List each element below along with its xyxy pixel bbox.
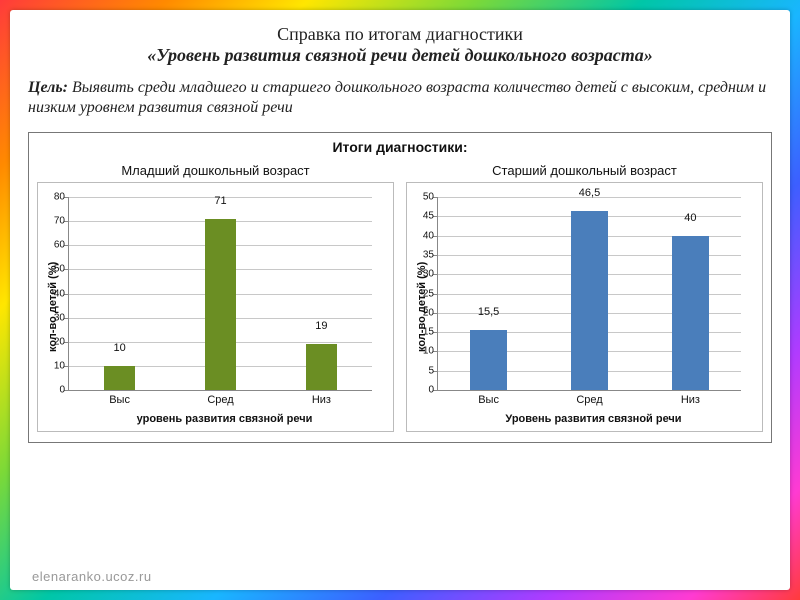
chart-older-ytick-label: 35 <box>412 249 434 260</box>
chart-younger: Младший дошкольный возраст кол-во детей … <box>37 163 394 432</box>
chart-younger-category-label-2: Низ <box>312 394 331 406</box>
chart-older-ytick-label: 45 <box>412 211 434 222</box>
chart-younger-frame: кол-во детей (%) 0102030405060708010Выс7… <box>37 182 394 432</box>
chart-older-plot: 0510152025303540455015,5Выс46,5Сред40Низ <box>437 197 741 391</box>
chart-younger-category-label-0: Выс <box>109 394 130 406</box>
chart-younger-ytick-label: 40 <box>43 288 65 299</box>
chart-older-bar-1 <box>571 211 607 390</box>
chart-older-bar-label-2: 40 <box>684 212 696 224</box>
chart-younger-bar-1 <box>205 219 235 390</box>
chart-younger-ytick-label: 10 <box>43 360 65 371</box>
chart-older-ytick-label: 0 <box>412 385 434 396</box>
chart-older-ytick-label: 50 <box>412 192 434 203</box>
chart-older-ytick-label: 15 <box>412 327 434 338</box>
chart-older-ytick-label: 25 <box>412 288 434 299</box>
goal-text: Выявить среди младшего и старшего дошкол… <box>28 79 766 116</box>
chart-older-title: Старший дошкольный возраст <box>406 163 763 178</box>
chart-younger-bar-label-0: 10 <box>113 342 125 354</box>
goal-label: Цель: <box>28 79 68 96</box>
title-line-1: Справка по итогам диагностики <box>28 24 772 45</box>
chart-older-bar-label-0: 15,5 <box>478 306 499 318</box>
watermark: elenaranko.ucoz.ru <box>32 569 152 584</box>
chart-older-bar-0 <box>470 330 506 390</box>
chart-younger-ytick-label: 80 <box>43 192 65 203</box>
chart-older-category-label-0: Выс <box>478 394 499 406</box>
chart-older-ytick-label: 30 <box>412 269 434 280</box>
charts-title: Итоги диагностики: <box>37 139 763 155</box>
charts-row: Младший дошкольный возраст кол-во детей … <box>37 163 763 432</box>
goal-block: Цель: Выявить среди младшего и старшего … <box>28 78 772 118</box>
chart-younger-bar-0 <box>104 366 134 390</box>
chart-older-ytick-label: 20 <box>412 307 434 318</box>
rainbow-frame: Справка по итогам диагностики «Уровень р… <box>0 0 800 600</box>
chart-younger-ytick-label: 30 <box>43 312 65 323</box>
chart-younger-ytick-label: 60 <box>43 240 65 251</box>
chart-younger-ytick-label: 0 <box>43 385 65 396</box>
chart-older-frame: кол-во детей (%) 0510152025303540455015,… <box>406 182 763 432</box>
title-line-2: «Уровень развития связной речи детей дош… <box>28 45 772 66</box>
chart-younger-plot: 0102030405060708010Выс71Сред19Низ <box>68 197 372 391</box>
chart-older-category-label-2: Низ <box>681 394 700 406</box>
chart-older-ytick-label: 5 <box>412 365 434 376</box>
charts-panel: Итоги диагностики: Младший дошкольный во… <box>28 132 772 443</box>
chart-older-bar-label-1: 46,5 <box>579 187 600 199</box>
chart-older-ytick-label: 10 <box>412 346 434 357</box>
chart-younger-ytick-label: 20 <box>43 336 65 347</box>
chart-older-bar-2 <box>672 236 708 390</box>
chart-younger-category-label-1: Сред <box>207 394 233 406</box>
chart-younger-ytick-label: 50 <box>43 264 65 275</box>
chart-older: Старший дошкольный возраст кол-во детей … <box>406 163 763 432</box>
chart-younger-ytick-label: 70 <box>43 216 65 227</box>
title-block: Справка по итогам диагностики «Уровень р… <box>28 24 772 66</box>
content-panel: Справка по итогам диагностики «Уровень р… <box>10 10 790 590</box>
chart-older-ytick-label: 40 <box>412 230 434 241</box>
chart-younger-bar-label-1: 71 <box>214 195 226 207</box>
chart-older-xlabel: Уровень развития связной речи <box>431 413 756 425</box>
chart-younger-bar-label-2: 19 <box>315 320 327 332</box>
chart-older-category-label-1: Сред <box>576 394 602 406</box>
chart-younger-xlabel: уровень развития связной речи <box>62 413 387 425</box>
chart-younger-bar-2 <box>306 344 336 390</box>
chart-younger-title: Младший дошкольный возраст <box>37 163 394 178</box>
